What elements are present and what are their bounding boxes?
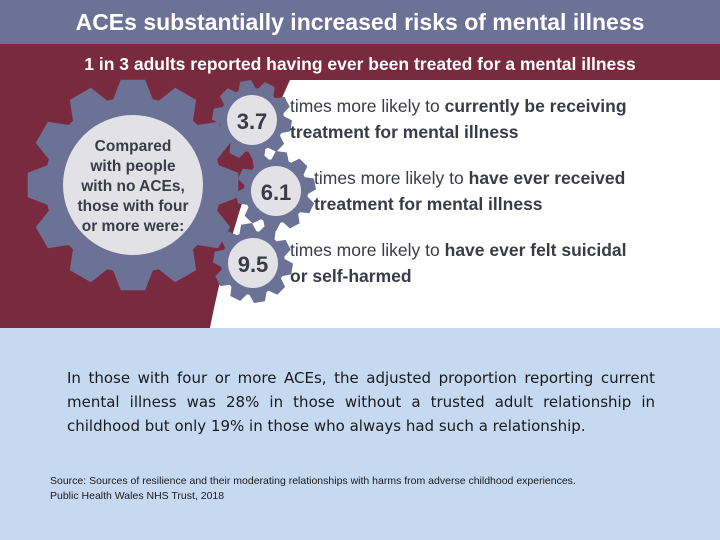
body-paragraph: In those with four or more ACEs, the adj… [67, 369, 655, 435]
stat-emphasis: have ever received [469, 168, 626, 188]
gear-text-line: or more were: [82, 218, 185, 235]
stat-line: times more likely to have ever felt suic… [290, 240, 627, 260]
gear-text-line: with people [89, 158, 176, 175]
stat-value: 9.5 [238, 252, 269, 277]
stat-line-2: or self-harmed [290, 266, 412, 286]
stat-line: times more likely to have ever received [314, 168, 625, 188]
small-gear-center [227, 95, 277, 145]
source-citation: Source: Sources of resilience and their … [50, 474, 690, 504]
gear-text-line: with no ACEs, [80, 178, 185, 195]
title: ACEs substantially increased risks of me… [76, 9, 645, 35]
title-bar [0, 0, 720, 44]
gear-text-line: Compared [95, 138, 172, 155]
stat-prefix: times more likely to [314, 168, 469, 188]
stat-emphasis: currently be receiving [445, 96, 627, 116]
stat-value: 3.7 [237, 109, 268, 134]
small-gear-center [251, 166, 301, 216]
infographic: ACEs substantially increased risks of me… [0, 0, 720, 328]
source-line: Public Health Wales NHS Trust, 2018 [50, 490, 225, 502]
stat-prefix: times more likely to [290, 96, 445, 116]
stat-line-2: treatment for mental illness [314, 194, 543, 214]
subtitle-band [0, 44, 720, 80]
stat-line-2: treatment for mental illness [290, 122, 519, 142]
stat-emphasis: have ever felt suicidal [445, 240, 627, 260]
stat-line: times more likely to currently be receiv… [290, 96, 627, 116]
stat-prefix: times more likely to [290, 240, 445, 260]
stat-value: 6.1 [261, 180, 292, 205]
gear-text-line: those with four [77, 198, 188, 215]
source-line: Source: Sources of resilience and their … [50, 475, 576, 487]
white-panel [210, 80, 720, 328]
large-gear-center [63, 115, 203, 255]
subtitle: 1 in 3 adults reported having ever been … [84, 54, 636, 74]
small-gear-center [228, 238, 278, 288]
